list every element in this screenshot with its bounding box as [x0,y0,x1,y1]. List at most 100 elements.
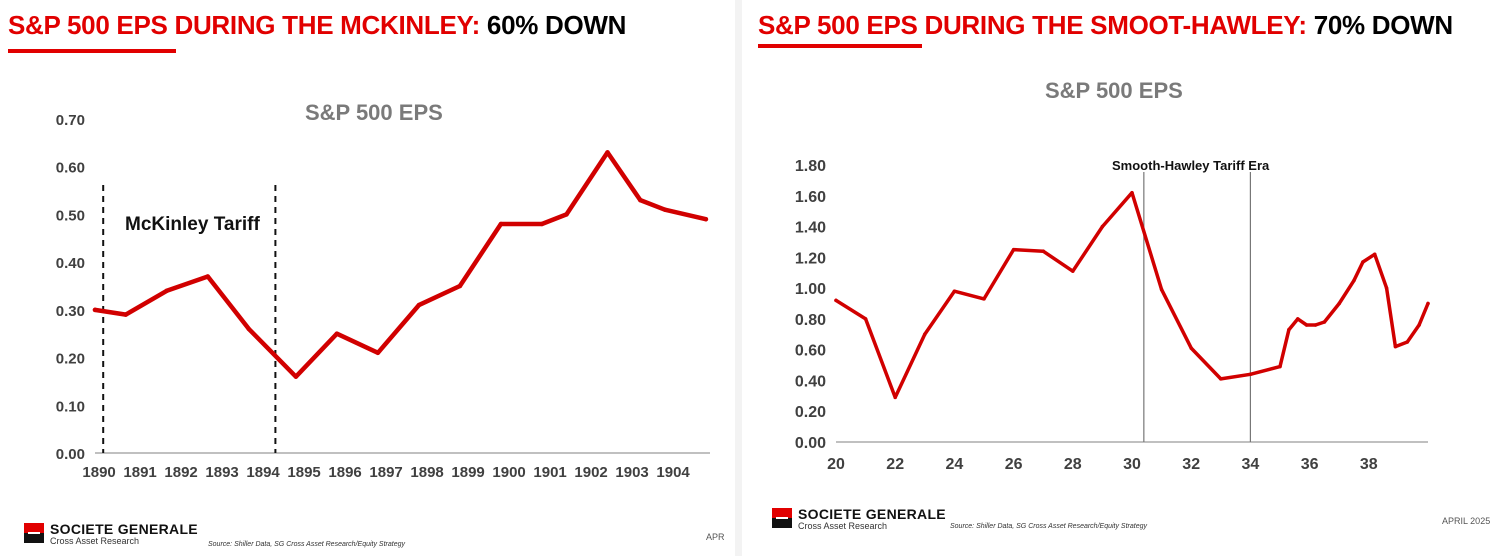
left-xtick-label: 1899 [451,464,484,481]
right-ytick-label: 0.80 [795,312,826,329]
left-ytick-label: 0.60 [56,160,85,177]
left-eps-point [498,221,504,227]
left-chart: 0.00 0.10 0.20 0.30 0.40 0.50 0.60 0.70 1890 1891… [56,112,710,481]
right-eps-point [1219,377,1223,381]
right-ytick-label: 1.40 [795,220,826,237]
left-xtick-label: 1895 [287,464,320,481]
right-xtick-label: 36 [1301,456,1319,473]
right-eps-point [1417,323,1421,327]
left-xtick-label: 1902 [574,464,607,481]
left-ytick-label: 0.10 [56,398,85,415]
right-logo-mark [772,508,792,528]
right-xtick-label: 34 [1242,456,1260,473]
left-panel: S&P 500 EPS DURING THE MCKINLEY: 60% DOW… [0,0,735,556]
left-eps-point [164,288,169,294]
right-eps-point [982,297,986,301]
right-heading-red: S&P 500 EPS DURING THE SMOOT-HAWLEY: [758,10,1307,40]
right-xtick-label: 28 [1064,456,1082,473]
right-ytick-label: 0.20 [795,404,826,421]
left-ytick-label: 0.20 [56,351,85,368]
right-eps-point [1100,224,1105,229]
right-eps-point [1322,320,1327,324]
left-chart-title: S&P 500 EPS [305,100,443,125]
right-eps-point [923,332,927,337]
left-heading-red: S&P 500 EPS DURING THE MCKINLEY: [8,10,480,40]
left-xtick-label: 1898 [410,464,443,481]
right-source-note: Source: Shiller Data, SG Cross Asset Res… [950,523,1147,530]
left-xtick-label: 1893 [205,464,238,481]
right-ytick-label: 1.60 [795,189,826,206]
left-heading-underline [8,49,176,53]
left-xtick-label: 1890 [82,464,115,481]
left-xtick-label: 1901 [533,464,566,481]
right-eps-point [1313,323,1318,327]
left-eps-point [703,216,709,222]
right-eps-point [1393,344,1398,349]
right-brand-sub: Cross Asset Research [798,521,888,531]
right-heading-underline [758,44,922,48]
left-heading-black: 60% DOWN [486,10,627,40]
left-ytick-label: 0.40 [56,255,85,272]
right-eps-point [1287,327,1291,332]
left-eps-point [662,207,668,212]
right-eps-point [1361,260,1365,264]
right-ytick-label: 0.60 [795,343,826,360]
right-ytick-label: 1.80 [795,158,826,175]
left-xtick-label: 1896 [328,464,361,481]
left-eps-point [375,350,381,356]
left-xtick-label: 1897 [369,464,402,481]
right-eps-series-line [834,190,1430,400]
right-eps-point [1248,372,1253,377]
right-eps-point [893,395,897,400]
right-eps-point [1041,249,1045,253]
right-eps-point [1296,317,1300,321]
left-xtick-label: 1903 [615,464,648,481]
left-source-note: Source: Shiller Data, SG Cross Asset Res… [208,541,405,548]
right-eps-point [1372,252,1377,257]
right-eps-point [1384,286,1389,290]
right-xtick-label: 30 [1123,456,1141,473]
right-xtick-label: 26 [1005,456,1023,473]
right-panel: S&P 500 EPS DURING THE SMOOT-HAWLEY: 70%… [742,0,1503,556]
left-brand-name: SOCIETE GENERALE [50,521,198,537]
left-eps-point [539,221,545,227]
left-brand-sub: Cross Asset Research [50,536,140,546]
right-xtick-label: 38 [1360,456,1378,473]
right-eps-point [1130,190,1134,195]
left-eps-point [205,274,210,279]
left-xtick-label: 1891 [123,464,156,481]
left-eps-point [246,326,251,332]
right-ytick-label: 0.00 [795,435,826,452]
left-eps-point [457,283,463,289]
right-eps-point [1278,364,1282,369]
right-eps-point [1337,301,1341,306]
left-eps-point [416,302,422,308]
right-eps-point [834,298,838,303]
right-ytick-label: 1.20 [795,250,826,267]
left-xtick-label: 1892 [164,464,197,481]
left-xtick-label: 1894 [246,464,280,481]
right-xtick-label: 24 [946,456,964,473]
left-logo-mark [24,523,44,543]
left-eps-series-line [92,150,709,379]
right-date: APRIL 2025 [1442,516,1491,526]
right-xtick-label: 22 [886,456,904,473]
right-xtick-label: 20 [827,456,845,473]
left-ytick-label: 0.70 [56,112,85,129]
right-eps-point [863,317,868,321]
right-eps-point [1071,269,1075,273]
right-eps-point [1304,323,1309,327]
right-eps-point [1405,340,1410,344]
left-eps-point [605,150,610,155]
left-eps-point [564,212,569,217]
right-eps-point [952,289,957,293]
left-ytick-label: 0.30 [56,303,85,320]
left-eps-point [293,374,299,379]
left-ytick-label: 0.00 [56,446,85,463]
panel-separator [735,0,742,556]
right-heading: S&P 500 EPS DURING THE SMOOT-HAWLEY: 70%… [758,10,1453,41]
left-eps-point [638,197,643,203]
left-eps-point [123,312,128,317]
right-chart: 0.00 0.20 0.40 0.60 0.80 1.00 1.20 1.40 1.60 1.80… [795,158,1430,473]
right-eps-point [1189,346,1193,350]
